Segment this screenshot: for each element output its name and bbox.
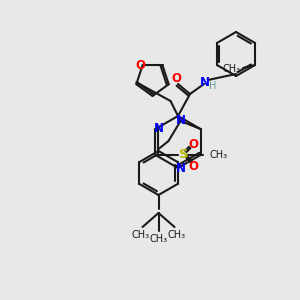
Text: N: N [176, 115, 185, 128]
Text: CH₃: CH₃ [167, 230, 186, 240]
Text: S: S [179, 148, 188, 161]
Text: CH₃: CH₃ [209, 150, 228, 160]
Text: CH₃: CH₃ [149, 234, 168, 244]
Text: CH₃: CH₃ [131, 230, 150, 240]
Text: CH₃: CH₃ [223, 64, 241, 74]
Text: O: O [136, 59, 146, 72]
Text: O: O [188, 160, 199, 172]
Text: N: N [154, 122, 164, 136]
Text: N: N [200, 76, 210, 89]
Text: O: O [188, 137, 199, 151]
Text: O: O [171, 73, 181, 85]
Text: N: N [176, 163, 186, 176]
Text: H: H [209, 81, 217, 91]
